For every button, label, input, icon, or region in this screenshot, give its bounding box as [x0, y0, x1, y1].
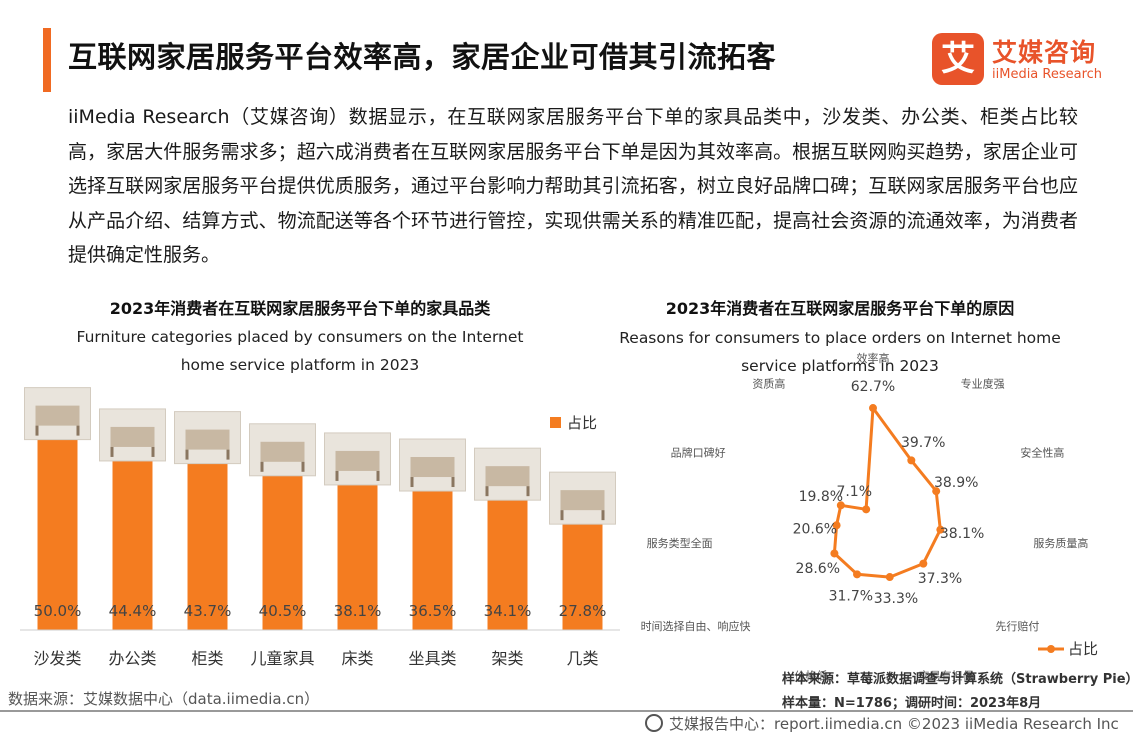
radar-legend-marker	[1047, 645, 1055, 653]
radar-point-0	[869, 404, 877, 413]
footer-divider	[0, 710, 1133, 712]
bar-5	[412, 491, 453, 630]
product-image-5	[399, 438, 466, 492]
radar-point-1	[907, 456, 916, 465]
radar-axis-label-6: 价格低	[794, 668, 827, 682]
bar-category-label-6: 架类	[491, 649, 523, 668]
bar-chart-title: 2023年消费者在互联网家居服务平台下单的家具品类	[109, 299, 491, 318]
radar-axis-label-10: 资质高	[752, 377, 785, 391]
bar-4	[337, 484, 378, 630]
radar-value-label-5: 33.3%	[874, 591, 918, 607]
radar-value-label-0: 62.7%	[851, 379, 895, 395]
bar-6	[487, 500, 528, 630]
sample-size-note: 样本量：N=1786；调研时间：2023年8月	[782, 696, 1042, 711]
copyright-text: 艾媒报告中心：report.iimedia.cn ©2023 iiMedia R…	[669, 715, 1119, 733]
product-image-3	[249, 423, 316, 477]
radar-chart-title: 2023年消费者在互联网家居服务平台下单的原因	[665, 299, 1015, 318]
radar-chart-subtitle: Reasons for consumers to place orders on…	[619, 329, 1061, 375]
radar-value-label-7: 28.6%	[796, 561, 840, 577]
intro-paragraph: iiMedia Research（艾媒咨询）数据显示，在互联网家居服务平台下单的…	[68, 106, 1078, 266]
radar-value-label-9: 19.8%	[799, 489, 843, 505]
product-image-1	[99, 408, 166, 462]
logo-en-text: iiMedia Research	[992, 67, 1103, 82]
logo-mark-icon: 艾	[932, 33, 984, 85]
bar-value-label-5: 36.5%	[409, 602, 457, 620]
bar-3	[262, 475, 303, 630]
bar-chart: 占比 50.0% 沙发类 44.4% 办公类 43.7% 柜类 40.5% 儿童家具 38.1% 床…	[20, 387, 620, 668]
data-source-note: 数据来源：艾媒数据中心（data.iimedia.cn）	[8, 690, 320, 708]
bar-category-label-7: 几类	[566, 649, 598, 668]
radar-axis-label-9: 品牌口碑好	[671, 446, 726, 460]
bar-chart-subtitle: Furniture categories placed by consumers…	[76, 328, 524, 374]
radar-axis-label-7: 时间选择自由、响应快	[641, 619, 751, 633]
bar-legend-swatch	[550, 417, 561, 428]
radar-value-label-10: 7.1%	[836, 484, 872, 500]
product-image-7	[549, 471, 616, 525]
radar-point-3	[936, 525, 945, 534]
bar-legend-label: 占比	[567, 414, 597, 432]
radar-series-line	[832, 406, 942, 579]
radar-point-9	[836, 501, 845, 510]
radar-axis-label-3: 服务质量高	[1033, 536, 1088, 550]
bar-value-label-4: 38.1%	[334, 602, 382, 620]
bar-category-label-5: 坐具类	[408, 649, 456, 668]
radar-point-4	[919, 559, 928, 568]
logo-cn-text: 艾媒咨询	[992, 38, 1097, 67]
radar-axis-label-2: 安全性高	[1020, 446, 1064, 460]
radar-point-2	[932, 487, 941, 496]
product-image-6	[474, 447, 541, 501]
bar-category-label-3: 儿童家具	[250, 649, 314, 668]
brand-logo: 艾 艾媒咨询 iiMedia Research	[932, 33, 1122, 87]
bar-value-label-0: 50.0%	[34, 602, 82, 620]
radar-axis-label-8: 服务类型全面	[647, 536, 713, 550]
radar-value-label-2: 38.9%	[934, 475, 978, 491]
radar-chart: 62.7% 39.7% 38.9% 38.1% 37.3%33.3%31.7% 28.6%…	[641, 351, 1098, 682]
radar-legend-label: 占比	[1068, 640, 1098, 658]
radar-point-7	[830, 549, 839, 558]
bar-0	[37, 439, 78, 630]
radar-axis-label-4: 先行赔付	[995, 619, 1039, 633]
radar-value-label-4: 37.3%	[918, 571, 962, 587]
bar-1	[112, 460, 153, 630]
radar-point-10	[862, 505, 871, 514]
bar-value-label-7: 27.8%	[559, 602, 607, 620]
bar-value-label-6: 34.1%	[484, 602, 532, 620]
copyright-line: 艾媒报告中心：report.iimedia.cn ©2023 iiMedia R…	[645, 713, 1119, 734]
radar-point-8	[832, 521, 841, 530]
radar-axis-label-5: 交易有担保	[919, 668, 974, 682]
bar-category-label-0: 沙发类	[33, 649, 81, 668]
radar-axis-label-1: 专业度强	[961, 377, 1005, 391]
bar-value-label-1: 44.4%	[109, 602, 157, 620]
product-image-2	[174, 411, 241, 465]
bar-2	[187, 463, 228, 630]
bar-category-label-2: 柜类	[191, 649, 223, 668]
radar-point-6	[853, 570, 862, 579]
bar-7	[562, 524, 603, 630]
radar-point-5	[885, 573, 894, 582]
product-image-0	[24, 387, 91, 441]
radar-axis-label-0: 效率高	[857, 351, 890, 365]
bar-value-label-2: 43.7%	[184, 602, 232, 620]
bar-category-label-1: 办公类	[108, 649, 156, 668]
radar-value-label-8: 20.6%	[793, 521, 837, 537]
title-accent-bar	[43, 28, 51, 92]
radar-value-label-3: 38.1%	[940, 526, 984, 542]
page-title: 互联网家居服务平台效率高，家居企业可借其引流拓客	[68, 40, 777, 74]
product-image-4	[324, 432, 391, 486]
radar-value-label-1: 39.7%	[901, 435, 945, 451]
bar-value-label-3: 40.5%	[259, 602, 307, 620]
globe-icon	[645, 714, 663, 732]
sample-source-note: 样本来源：草莓派数据调查与计算系统（Strawberry Pie）	[782, 672, 1133, 687]
radar-value-label-6: 31.7%	[829, 588, 873, 604]
bar-category-label-4: 床类	[341, 649, 373, 668]
